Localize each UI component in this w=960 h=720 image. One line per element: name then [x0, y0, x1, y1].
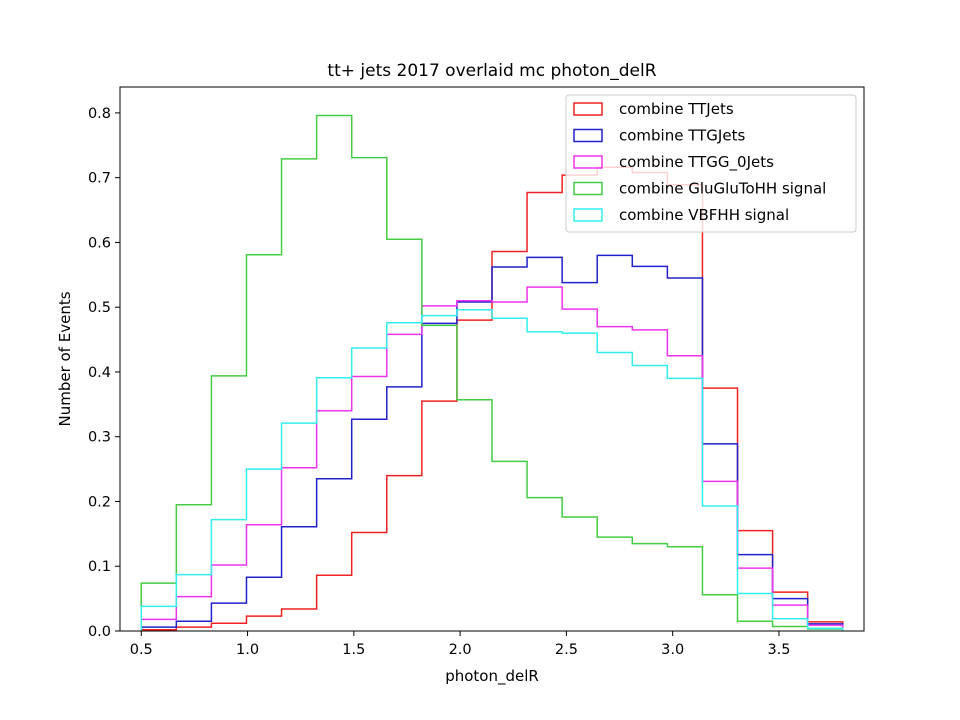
y-tick-label: 0.8 — [88, 106, 111, 122]
x-axis-ticks: 0.5 1.0 1.5 2.0 2.5 3.0 3.5 — [130, 631, 791, 658]
y-tick-label: 0.4 — [88, 365, 111, 381]
x-tick-label: 2.0 — [449, 642, 472, 658]
legend-swatch-4 — [573, 208, 603, 222]
y-tick-label: 0.5 — [88, 300, 111, 316]
x-tick-label: 3.5 — [767, 642, 790, 658]
legend-label-2: combine TTGG_0Jets — [619, 153, 774, 172]
x-tick-label: 1.5 — [342, 642, 365, 658]
legend-swatch-2 — [573, 155, 603, 169]
chart-title: tt+ jets 2017 overlaid mc photon_delR — [327, 61, 656, 81]
y-tick-label: 0.6 — [88, 235, 111, 251]
series-3-outline — [140, 114, 844, 631]
y-axis-label: Number of Events — [56, 291, 74, 426]
legend-box — [565, 94, 857, 233]
y-tick-label: 0.1 — [88, 559, 111, 575]
plot-frame — [119, 86, 865, 632]
legend-swatch-1 — [573, 128, 603, 143]
legend-label-0: combine TTJets — [619, 100, 734, 118]
x-tick-label: 3.0 — [661, 642, 684, 658]
legend: combine TTJets combine TTGJets combine TTG… — [565, 94, 857, 233]
x-tick-label: 2.5 — [555, 642, 578, 658]
y-tick-label: 0.3 — [88, 430, 111, 446]
plot-series — [140, 114, 844, 631]
y-tick-label: 0.0 — [88, 624, 111, 640]
legend-label-1: combine TTGJets — [619, 127, 745, 145]
x-axis-label: photon_delR — [445, 667, 539, 686]
y-tick-label: 0.2 — [88, 494, 111, 510]
legend-swatch-3 — [573, 181, 603, 196]
series-1-outline — [140, 254, 844, 631]
legend-label-3: combine GluGluToHH signal — [619, 180, 826, 198]
series-4-outline — [140, 309, 844, 631]
y-axis-ticks: 0.0 0.1 0.2 0.3 0.4 0.5 0.6 0.7 0.8 — [88, 106, 120, 640]
series-2-outline — [140, 286, 844, 631]
x-tick-label: 1.0 — [236, 642, 259, 658]
legend-label-4: combine VBFHH signal — [619, 206, 789, 224]
legend-swatch-0 — [573, 102, 603, 116]
x-tick-label: 0.5 — [130, 642, 153, 658]
y-tick-label: 0.7 — [88, 171, 111, 187]
